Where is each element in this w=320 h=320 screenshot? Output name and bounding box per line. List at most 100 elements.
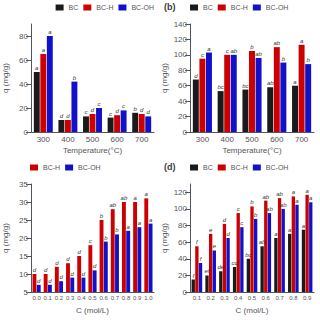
- svg-text:c: c: [109, 111, 112, 117]
- svg-text:300: 300: [37, 135, 51, 144]
- svg-text:c: c: [98, 101, 101, 107]
- svg-text:a: a: [207, 46, 211, 52]
- svg-text:0.2: 0.2: [206, 295, 215, 301]
- svg-text:20: 20: [19, 104, 28, 113]
- svg-text:d: d: [33, 267, 37, 273]
- svg-text:0.7: 0.7: [111, 295, 120, 301]
- svg-text:b: b: [115, 227, 119, 233]
- svg-text:d: d: [37, 278, 41, 284]
- svg-text:0.6: 0.6: [100, 295, 109, 301]
- svg-text:35: 35: [19, 180, 28, 189]
- svg-text:d: d: [78, 249, 82, 255]
- svg-text:120: 120: [174, 188, 188, 197]
- svg-text:40: 40: [178, 97, 187, 106]
- svg-text:0.0: 0.0: [32, 295, 41, 301]
- svg-text:ab: ab: [255, 51, 262, 57]
- svg-text:d: d: [140, 107, 144, 113]
- svg-text:60: 60: [178, 238, 187, 247]
- svg-text:140: 140: [174, 20, 188, 29]
- svg-text:q (mg/g): q (mg/g): [1, 223, 10, 253]
- svg-text:0.9: 0.9: [133, 295, 142, 301]
- svg-text:20: 20: [178, 112, 187, 121]
- svg-text:0.8: 0.8: [122, 295, 131, 301]
- svg-text:c: c: [240, 220, 243, 226]
- svg-text:d: d: [93, 263, 97, 269]
- svg-text:b: b: [134, 106, 138, 112]
- svg-text:a: a: [127, 224, 131, 230]
- svg-text:a: a: [149, 217, 153, 223]
- svg-text:BC-OH: BC-OH: [266, 164, 289, 171]
- svg-text:0.4: 0.4: [77, 295, 86, 301]
- svg-text:b: b: [282, 56, 286, 62]
- svg-text:0.4: 0.4: [234, 295, 243, 301]
- svg-text:d: d: [66, 113, 70, 119]
- svg-text:BC: BC: [203, 164, 213, 171]
- svg-text:e: e: [213, 243, 217, 249]
- svg-text:b: b: [100, 213, 104, 219]
- svg-text:b: b: [250, 44, 254, 50]
- svg-text:30: 30: [19, 198, 28, 207]
- svg-text:0.2: 0.2: [55, 295, 64, 301]
- svg-text:BC-OH: BC-OH: [131, 4, 154, 11]
- svg-text:0.1: 0.1: [44, 295, 53, 301]
- svg-text:d: d: [59, 274, 63, 280]
- svg-text:a: a: [288, 227, 292, 233]
- svg-text:80: 80: [178, 66, 187, 75]
- svg-text:a: a: [305, 188, 309, 194]
- svg-text:5: 5: [24, 288, 29, 297]
- svg-text:700: 700: [295, 135, 309, 144]
- svg-text:100: 100: [174, 50, 188, 59]
- svg-text:q (mg/g): q (mg/g): [160, 223, 169, 253]
- svg-text:ab: ab: [273, 40, 280, 46]
- svg-text:40: 40: [19, 80, 28, 89]
- svg-text:BC-H: BC-H: [96, 4, 113, 11]
- svg-text:80: 80: [178, 221, 187, 230]
- svg-text:de: de: [217, 264, 224, 270]
- svg-text:a: a: [309, 195, 313, 201]
- svg-text:ef: ef: [205, 268, 211, 274]
- svg-text:a: a: [42, 47, 46, 53]
- svg-text:c: c: [84, 109, 87, 115]
- svg-text:b: b: [73, 75, 77, 81]
- svg-text:d: d: [226, 231, 230, 237]
- svg-text:0.5: 0.5: [248, 295, 257, 301]
- svg-text:(d): (d): [164, 162, 176, 172]
- svg-text:d: d: [194, 73, 198, 79]
- svg-text:d: d: [44, 267, 48, 273]
- svg-text:15: 15: [19, 252, 28, 261]
- svg-text:20: 20: [178, 271, 187, 280]
- svg-text:300: 300: [196, 135, 210, 144]
- svg-text:c: c: [201, 52, 204, 58]
- svg-text:500: 500: [86, 135, 100, 144]
- svg-text:cd: cd: [231, 260, 238, 266]
- svg-text:d: d: [82, 271, 86, 277]
- svg-text:700: 700: [135, 135, 149, 144]
- svg-text:d: d: [60, 113, 64, 119]
- svg-text:BC-H: BC-H: [231, 164, 248, 171]
- svg-text:b: b: [306, 57, 310, 63]
- svg-text:ab: ab: [267, 80, 274, 86]
- svg-text:60: 60: [178, 81, 187, 90]
- svg-text:a: a: [293, 79, 297, 85]
- svg-text:a: a: [48, 29, 52, 35]
- svg-text:BC-OH: BC-OH: [78, 164, 101, 171]
- svg-text:500: 500: [245, 135, 259, 144]
- svg-text:q (mg/g): q (mg/g): [1, 63, 10, 93]
- svg-text:ab: ab: [259, 239, 266, 245]
- svg-text:bc: bc: [217, 84, 223, 90]
- svg-text:BC: BC: [203, 4, 213, 11]
- svg-text:ab: ab: [262, 194, 269, 200]
- svg-text:a: a: [292, 189, 296, 195]
- svg-text:BC: BC: [69, 4, 79, 11]
- svg-text:400: 400: [61, 135, 75, 144]
- svg-text:d: d: [71, 271, 75, 277]
- svg-text:0.3: 0.3: [220, 295, 229, 301]
- svg-text:d: d: [147, 109, 151, 115]
- svg-text:0.3: 0.3: [66, 295, 75, 301]
- svg-text:f: f: [192, 273, 195, 279]
- svg-text:400: 400: [221, 135, 235, 144]
- svg-text:c: c: [226, 48, 229, 54]
- svg-text:a: a: [35, 65, 39, 71]
- svg-text:600: 600: [110, 135, 124, 144]
- svg-text:c: c: [237, 206, 240, 212]
